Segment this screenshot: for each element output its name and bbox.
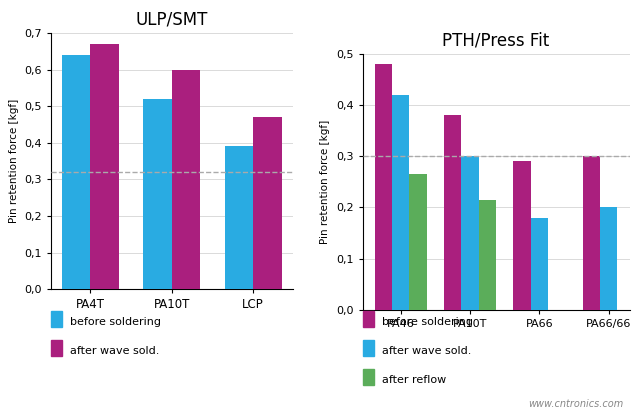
Y-axis label: Pin retention force [kgf]: Pin retention force [kgf] xyxy=(321,120,330,244)
Text: after wave sold.: after wave sold. xyxy=(382,346,471,356)
Bar xyxy=(62,55,90,289)
Bar xyxy=(531,218,548,310)
Text: www.cntronics.com: www.cntronics.com xyxy=(528,399,623,409)
Title: PTH/Press Fit: PTH/Press Fit xyxy=(443,31,550,50)
Bar xyxy=(513,161,531,310)
Bar xyxy=(172,70,200,289)
Text: after reflow: after reflow xyxy=(382,375,446,385)
Text: before soldering: before soldering xyxy=(382,317,473,327)
Bar xyxy=(479,199,496,310)
Title: ULP/SMT: ULP/SMT xyxy=(135,11,208,29)
Bar xyxy=(225,147,253,289)
Bar xyxy=(90,44,119,289)
Bar xyxy=(461,156,479,310)
Text: before soldering: before soldering xyxy=(70,317,161,327)
Bar xyxy=(444,115,461,310)
Bar xyxy=(253,117,282,289)
Bar xyxy=(143,99,172,289)
Bar xyxy=(600,207,618,310)
Bar xyxy=(410,174,427,310)
Text: after wave sold.: after wave sold. xyxy=(70,346,160,356)
Bar xyxy=(583,156,600,310)
Bar xyxy=(375,64,392,310)
Y-axis label: Pin retention force [kgf]: Pin retention force [kgf] xyxy=(9,99,18,223)
Bar xyxy=(392,95,410,310)
